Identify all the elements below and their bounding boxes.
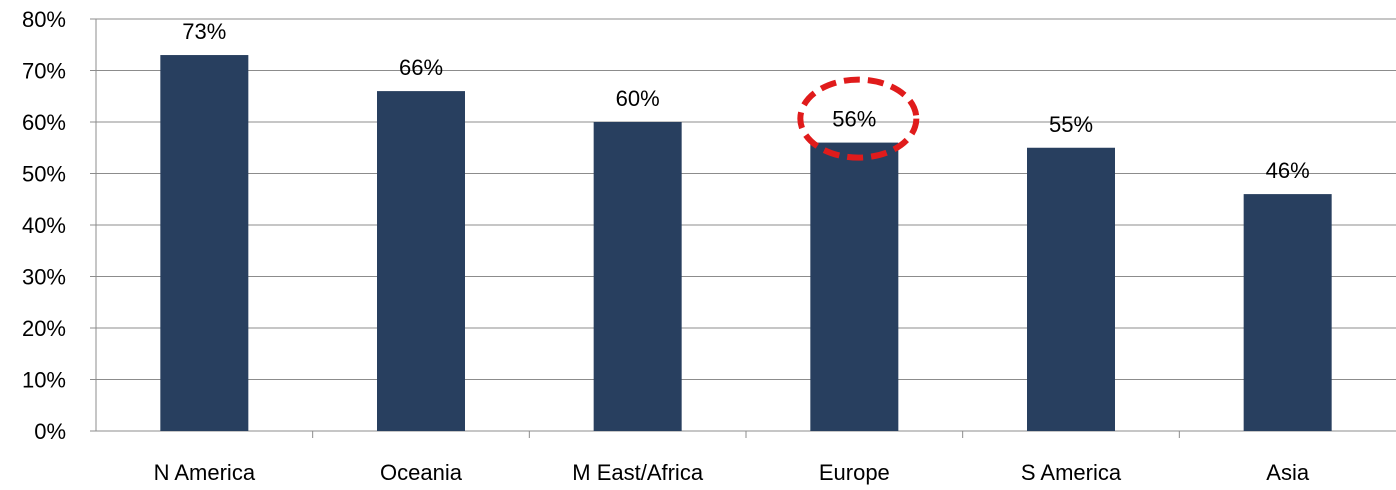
- bar-europe: [810, 142, 899, 431]
- data-label: 66%: [399, 55, 443, 80]
- y-tick-label: 60%: [22, 110, 66, 135]
- y-tick-label: 50%: [22, 162, 66, 187]
- bar-asia: [1243, 194, 1332, 431]
- y-tick-label: 80%: [22, 7, 66, 32]
- data-label: 55%: [1049, 112, 1093, 137]
- category-label: M East/Africa: [572, 460, 704, 485]
- bars: [160, 55, 1332, 432]
- bar-n-america: [160, 55, 249, 432]
- y-tick-label: 10%: [22, 368, 66, 393]
- y-tick-label: 0%: [34, 419, 66, 444]
- highlight-ellipse: [797, 76, 920, 161]
- y-tick-label: 40%: [22, 213, 66, 238]
- data-label: 60%: [616, 86, 660, 111]
- category-label: Oceania: [380, 460, 463, 485]
- y-tick-label: 70%: [22, 59, 66, 84]
- data-label: 73%: [182, 19, 226, 44]
- data-labels: 73% 66% 60% 56% 55% 46%: [182, 19, 1309, 183]
- data-label: 56%: [832, 107, 876, 132]
- gridlines: [96, 18, 1396, 380]
- axes: [90, 18, 1396, 438]
- bar-oceania: [377, 91, 465, 431]
- bar-s-america: [1027, 147, 1115, 431]
- category-label: Europe: [819, 460, 890, 485]
- category-label: Asia: [1266, 460, 1310, 485]
- category-label: N America: [154, 460, 256, 485]
- y-tick-labels: 0% 10% 20% 30% 40% 50% 60% 70% 80%: [22, 7, 66, 444]
- highlight-annotation: [797, 76, 920, 161]
- category-label: S America: [1021, 460, 1122, 485]
- bar-m-east-africa: [593, 122, 682, 431]
- category-labels: N America Oceania M East/Africa Europe S Ame…: [154, 460, 1310, 485]
- data-label: 46%: [1266, 158, 1310, 183]
- y-tick-label: 30%: [22, 265, 66, 290]
- y-tick-label: 20%: [22, 316, 66, 341]
